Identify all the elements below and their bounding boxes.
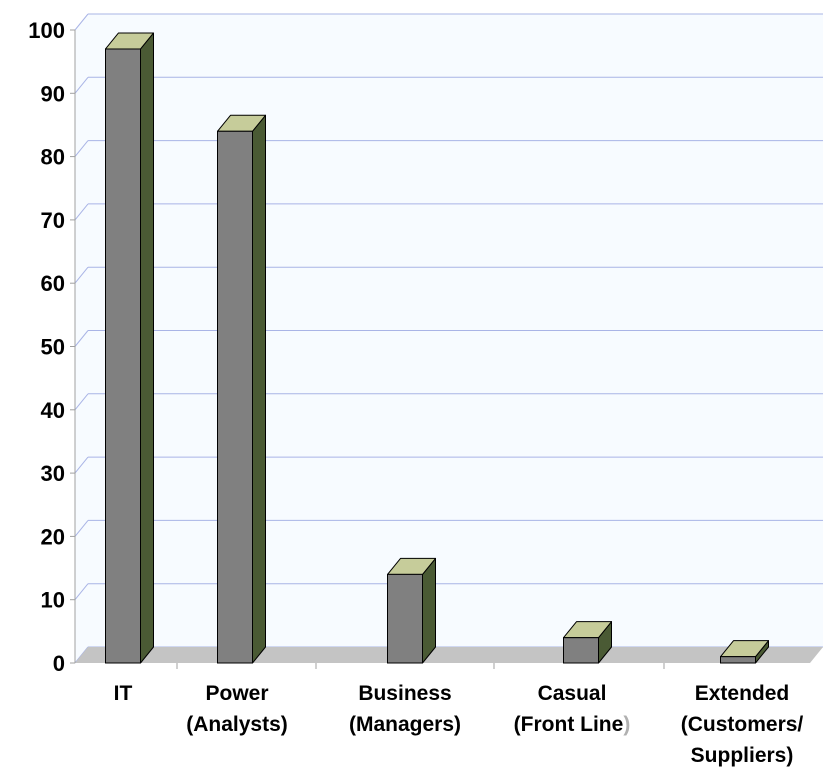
category-label-line: (Customers/: [681, 713, 804, 736]
category-label-line: Business: [358, 682, 451, 705]
bar: [720, 640, 769, 664]
category-label-line: Suppliers): [691, 744, 794, 767]
bars: [105, 32, 769, 664]
category-label-line: Power: [205, 682, 268, 705]
y-tick-label: 20: [41, 524, 65, 549]
gridline-side: [74, 203, 89, 221]
bar-side: [252, 114, 266, 664]
gridline-side: [74, 520, 89, 537]
category-label: Business (Managers): [349, 682, 461, 736]
category-label-line: (Managers): [349, 713, 461, 736]
x-axis-category-labels: IT Power (Analysts) Business (Managers) Casua…: [114, 682, 804, 767]
bar: [105, 32, 154, 664]
y-tick-label: 0: [53, 651, 65, 676]
floor: [75, 647, 823, 663]
bar-front: [720, 656, 756, 664]
category-label-line: IT: [114, 682, 133, 705]
y-tick-label: 80: [41, 145, 65, 170]
y-tick-label: 10: [41, 588, 65, 613]
bar-front: [387, 573, 423, 664]
back-wall: [75, 14, 823, 663]
gridline-side: [74, 76, 89, 94]
category-label-line: (Front Line): [514, 713, 631, 736]
y-tick-label: 40: [41, 398, 65, 423]
chart-floor: [75, 647, 823, 663]
y-tick-label: 90: [41, 81, 65, 106]
bar-front: [105, 48, 141, 664]
bar-side: [422, 557, 436, 664]
y-tick-label: 100: [28, 18, 65, 43]
gridline-side: [74, 583, 89, 601]
bar: [217, 114, 266, 664]
plot-wall: [75, 14, 823, 663]
category-label: Extended (Customers/Suppliers): [681, 682, 804, 767]
y-tick-label: 70: [41, 208, 65, 233]
y-axis-tick-labels: 0 10 20 30 40 50 60 70 80 90 100: [28, 18, 65, 676]
gridline-side: [74, 456, 89, 474]
category-label-line: (Analysts): [186, 713, 288, 736]
category-label: Casual (Front Line): [514, 682, 631, 736]
bar: [387, 557, 436, 664]
bar-front: [217, 130, 253, 664]
gridline-side: [74, 330, 89, 347]
gridline-side: [74, 13, 89, 31]
y-tick-label: 50: [41, 335, 65, 360]
gridline-side: [74, 140, 89, 157]
bar-side: [140, 32, 154, 664]
gridline-side: [74, 393, 89, 411]
category-label-line: Casual: [538, 682, 607, 705]
category-label: Power (Analysts): [186, 682, 288, 736]
gridline-side: [74, 266, 89, 284]
bar-front: [563, 637, 599, 664]
y-tick-label: 30: [41, 461, 65, 486]
bar: [563, 621, 612, 664]
axes: [70, 29, 665, 669]
y-tick-label: 60: [41, 271, 65, 296]
category-label-line: Extended: [695, 682, 790, 705]
category-label: IT: [114, 682, 133, 705]
